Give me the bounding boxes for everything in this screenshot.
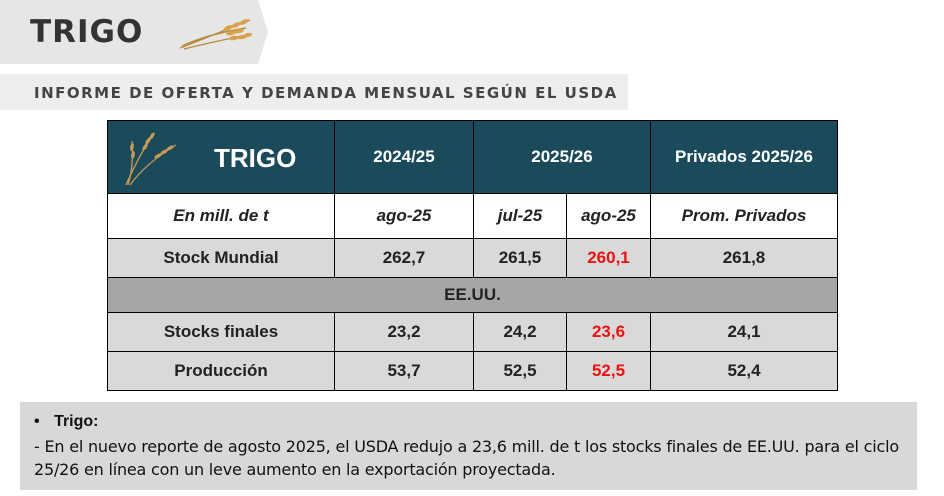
note-box: • Trigo: - En el nuevo reporte de agosto… [20,402,917,490]
table-subheader-row: En mill. de t ago-25 jul-25 ago-25 Prom.… [107,193,838,239]
cell-ago-highlight: 23,6 [566,312,651,352]
report-subtitle: INFORME DE OFERTA Y DEMANDA MENSUAL SEGÚ… [34,84,618,102]
table-header-row: TRIGO 2024/25 2025/26 Privados 2025/26 [107,120,838,194]
subheader-prom-privados: Prom. Privados [650,193,838,239]
row-label: Stocks finales [107,312,335,352]
table-title: TRIGO [214,143,297,173]
cell-ago-highlight: 260,1 [566,238,651,278]
cell-privados: 24,1 [650,312,838,352]
cell-ago-highlight: 52,5 [566,351,651,391]
cell-2024: 53,7 [334,351,474,391]
column-header-2025: 2025/26 [473,120,651,194]
note-title: • Trigo: [34,413,99,431]
section-label: EE.UU. [107,277,838,313]
note-body: - En el nuevo reporte de agosto 2025, el… [34,437,899,479]
title-banner: TRIGO [0,0,268,64]
column-header-2024: 2024/25 [334,120,474,194]
cell-jul: 24,2 [473,312,567,352]
section-row-eeuu: EE.UU. [107,277,838,313]
table-row: Stock Mundial 262,7 261,5 260,1 261,8 [107,238,838,278]
cell-jul: 52,5 [473,351,567,391]
cell-privados: 261,8 [650,238,838,278]
row-label: Producción [107,351,335,391]
wheat-icon [125,132,177,186]
row-label: Stock Mundial [107,238,335,278]
table-row: Stocks finales 23,2 24,2 23,6 24,1 [107,312,838,352]
column-header-privados: Privados 2025/26 [650,120,838,194]
bullet-icon: • [34,413,40,430]
subheader-ago25: ago-25 [566,193,651,239]
unit-label: En mill. de t [107,193,335,239]
cell-2024: 262,7 [334,238,474,278]
cell-jul: 261,5 [473,238,567,278]
page-title: TRIGO [30,14,144,50]
cell-2024: 23,2 [334,312,474,352]
wheat-icon [179,19,253,50]
subheader-jul25: jul-25 [473,193,567,239]
subheader-ago25-prev: ago-25 [334,193,474,239]
subtitle-bar: INFORME DE OFERTA Y DEMANDA MENSUAL SEGÚ… [0,74,628,110]
note-title-text: Trigo: [54,413,99,430]
table-header-trigo: TRIGO [107,120,335,194]
cell-privados: 52,4 [650,351,838,391]
table-row: Producción 53,7 52,5 52,5 52,4 [107,351,838,391]
wheat-supply-table: TRIGO 2024/25 2025/26 Privados 2025/26 E… [107,120,838,391]
